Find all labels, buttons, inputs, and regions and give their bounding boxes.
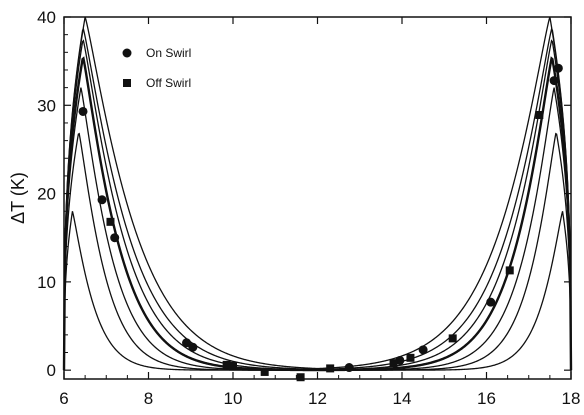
off-swirl-point xyxy=(296,373,305,382)
on-swirl-point xyxy=(344,363,354,373)
off-swirl-point xyxy=(222,360,231,369)
model-curves xyxy=(62,16,573,372)
model-curve xyxy=(63,132,572,371)
y-tick-label: 0 xyxy=(47,361,56,380)
x-tick-label: 14 xyxy=(393,389,412,408)
on-swirl-point xyxy=(553,63,563,73)
x-tick-label: 12 xyxy=(308,389,327,408)
x-tick-label: 18 xyxy=(562,389,581,408)
off-swirl-point xyxy=(535,111,544,120)
model-curve xyxy=(62,56,573,372)
on-swirl-point xyxy=(395,355,405,365)
model-curve xyxy=(63,39,572,371)
model-curve xyxy=(63,27,572,371)
model-curve xyxy=(63,211,572,371)
on-swirl-point xyxy=(182,338,192,348)
legend-off-swirl-label: Off Swirl xyxy=(146,76,191,90)
x-tick-label: 16 xyxy=(477,389,496,408)
model-curve xyxy=(63,87,572,371)
on-swirl-point xyxy=(110,233,120,243)
legend-off-swirl-marker xyxy=(123,79,131,87)
off-swirl-point xyxy=(505,266,514,275)
off-swirl-point xyxy=(448,334,457,343)
x-tick-label: 8 xyxy=(144,389,153,408)
on-swirl-point xyxy=(418,345,428,355)
y-axis-label: ΔT (K) xyxy=(8,172,28,224)
legend: On Swirl Off Swirl xyxy=(122,46,191,90)
x-tick-label: 10 xyxy=(224,389,243,408)
y-tick-label: 10 xyxy=(37,273,56,292)
on-swirl-point xyxy=(188,342,198,352)
on-swirl-point xyxy=(549,76,559,86)
axis-ticks: 6 8 10 12 14 16 18 0 10 20 30 40 xyxy=(37,8,580,408)
off-swirl-point xyxy=(106,217,115,226)
on-swirl-point xyxy=(78,106,88,116)
off-swirl-point xyxy=(229,361,237,370)
y-tick-label: 40 xyxy=(37,8,56,27)
plot-frame xyxy=(63,16,572,380)
model-curve xyxy=(63,16,572,371)
off-swirl-point xyxy=(406,353,415,362)
legend-on-swirl-marker xyxy=(122,48,132,58)
off-swirl-point xyxy=(326,364,335,373)
on-swirl-point xyxy=(486,297,496,307)
svg-text:ΔT (K): ΔT (K) xyxy=(8,172,28,224)
on-swirl-point xyxy=(97,195,107,205)
off-swirl-point xyxy=(260,367,269,376)
y-tick-label: 20 xyxy=(37,185,56,204)
legend-on-swirl-label: On Swirl xyxy=(146,46,191,60)
data-points xyxy=(78,63,563,382)
off-swirl-point xyxy=(389,359,398,368)
y-tick-label: 30 xyxy=(37,96,56,115)
x-tick-label: 6 xyxy=(59,389,68,408)
